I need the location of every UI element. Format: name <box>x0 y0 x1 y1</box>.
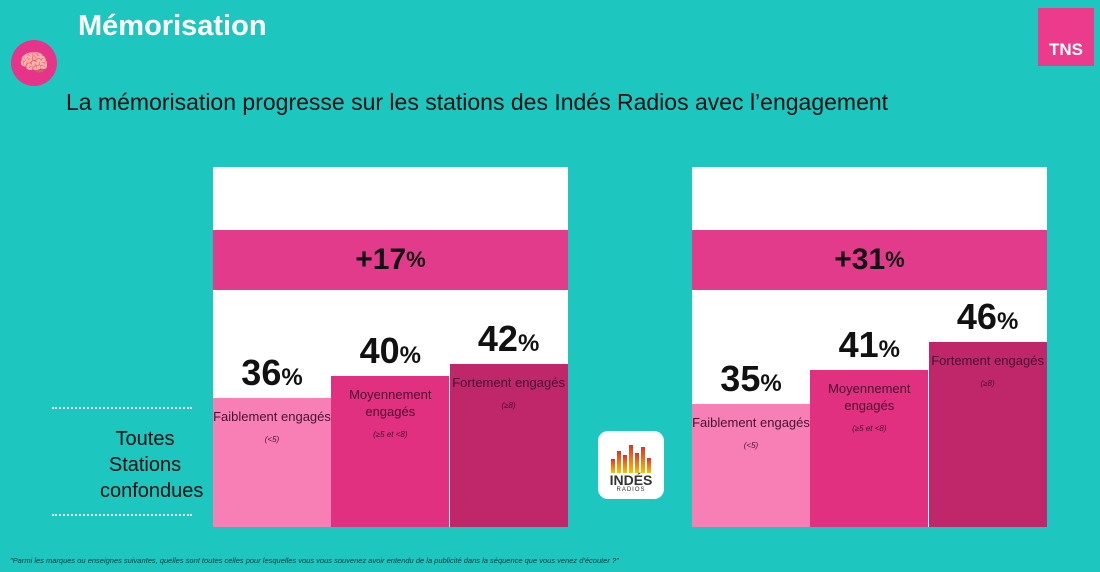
bar-category: Moyennement engagés <box>828 381 911 413</box>
bar-category: Faiblement engagés <box>692 414 810 430</box>
unit: % <box>996 308 1019 335</box>
data-label: 42% <box>450 318 568 360</box>
uplift-value: +17 <box>355 243 407 276</box>
bar: Faiblement engagés (<5) <box>213 398 331 527</box>
tns-logo: TNS <box>1038 8 1094 66</box>
row-label: Toutes Stations confondues <box>100 428 204 502</box>
data-label: 35% <box>692 358 810 400</box>
bar: Moyennement engagés (≥5 et <8) <box>331 375 450 527</box>
unit: % <box>281 364 303 391</box>
unit: % <box>878 336 900 363</box>
data-label: 36% <box>213 352 331 394</box>
logo-text: INDÉS <box>609 472 653 488</box>
bar: Faiblement engagés (<5) <box>692 403 810 527</box>
divider <box>52 514 192 516</box>
brain-icon: 🧠 <box>11 40 57 86</box>
chart-panel-indes: +31% Faiblement engagés (<5) 35% Moyennement… <box>692 167 1047 527</box>
bar-category: Faiblement engagés <box>213 409 331 424</box>
value: 41 <box>838 324 879 365</box>
bar-range: (≥5 et <8) <box>852 424 887 433</box>
unit: % <box>760 369 782 397</box>
bar-range: (<5) <box>743 440 759 450</box>
divider <box>52 407 192 409</box>
data-label: 40% <box>331 330 449 372</box>
uplift-value: +31 <box>834 243 886 276</box>
bar: Moyennement engagés (≥5 et <8) <box>810 370 929 527</box>
chart-panel-all: +17% Faiblement engagés (<5) 36% Moyennement… <box>213 167 568 527</box>
indes-radios-logo: INDÉS RADIOS <box>598 431 664 499</box>
value: 42 <box>477 318 518 360</box>
page-title: Mémorisation <box>78 10 267 42</box>
uplift-banner: +17% <box>213 230 568 290</box>
value: 35 <box>720 357 761 399</box>
bar: Fortement engagés (≥8) <box>449 364 568 527</box>
bar-range: (≥8) <box>980 379 995 388</box>
bar-range: (<5) <box>264 435 280 444</box>
data-label: 46% <box>929 296 1047 338</box>
footnote: "Parmi les marques ou enseignes suivante… <box>10 556 619 565</box>
bar-range: (≥5 et <8) <box>373 429 408 439</box>
bar-range: (≥8) <box>501 401 516 411</box>
data-label: 41% <box>810 324 928 366</box>
bar-category: Moyennement engagés <box>349 386 432 419</box>
uplift-banner: +31% <box>692 230 1047 290</box>
bar: Fortement engagés (≥8) <box>928 342 1047 527</box>
bar-category: Fortement engagés <box>452 375 565 391</box>
value: 36 <box>241 352 282 393</box>
logo-subtext: RADIOS <box>616 487 646 493</box>
unit: % <box>399 341 421 369</box>
unit: % <box>517 330 540 358</box>
value: 46 <box>956 296 997 337</box>
uplift-unit: % <box>406 247 426 272</box>
uplift-unit: % <box>885 247 905 272</box>
value: 40 <box>359 329 400 371</box>
subtitle: La mémorisation progresse sur les statio… <box>66 89 889 115</box>
bar-category: Fortement engagés <box>931 353 1044 368</box>
